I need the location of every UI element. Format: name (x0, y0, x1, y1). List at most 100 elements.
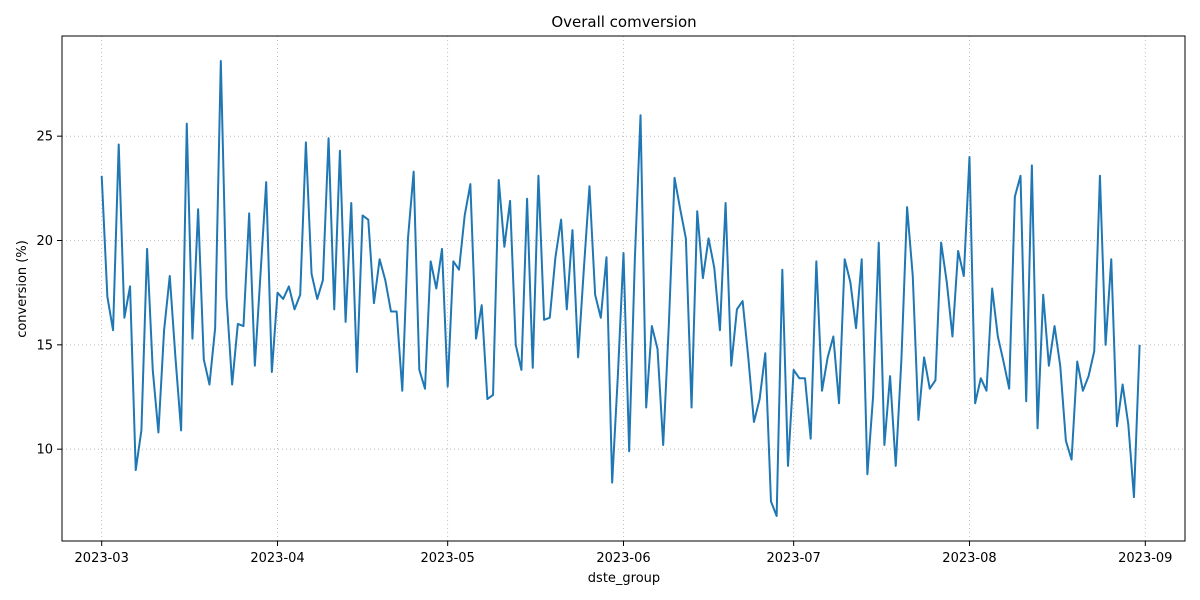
data-point (532, 367, 534, 369)
data-point (827, 356, 829, 358)
x-axis-ticks: 2023-03 2023-04 2023-05 2023-06 2023-07 2023-… (75, 541, 1172, 566)
data-point (571, 229, 573, 231)
data-point (600, 317, 602, 319)
data-point (940, 242, 942, 244)
data-point (333, 308, 335, 310)
data-point (895, 465, 897, 467)
data-point (123, 317, 125, 319)
data-point (311, 273, 313, 275)
data-point (322, 279, 324, 281)
data-point (787, 465, 789, 467)
data-point (917, 419, 919, 421)
data-point (339, 150, 341, 152)
data-point (475, 338, 477, 340)
data-point (362, 214, 364, 216)
plot-area (100, 60, 1141, 517)
data-point (1076, 361, 1078, 363)
data-point (1037, 427, 1039, 429)
x-axis-label: dste_group (588, 571, 660, 586)
data-point (657, 348, 659, 350)
data-point (129, 285, 131, 287)
y-axis-ticks: 10 15 20 25 (36, 130, 62, 458)
data-point (1014, 196, 1016, 198)
data-point (118, 144, 120, 146)
data-point (441, 248, 443, 250)
data-point (214, 327, 216, 329)
x-tick-label: 2023-03 (75, 551, 129, 566)
data-point (509, 200, 511, 202)
x-tick-label: 2023-08 (942, 551, 996, 566)
data-point (725, 202, 727, 204)
x-tick-label: 2023-06 (596, 551, 650, 566)
data-point (549, 317, 551, 319)
data-point (101, 175, 103, 177)
data-point (764, 352, 766, 354)
data-point (929, 388, 931, 390)
data-point (316, 298, 318, 300)
data-point (583, 269, 585, 271)
data-point (713, 267, 715, 269)
data-point (691, 406, 693, 408)
data-point (1054, 325, 1056, 327)
data-point (781, 269, 783, 271)
data-point (861, 258, 863, 260)
data-point (815, 260, 817, 262)
data-point (401, 390, 403, 392)
data-point (492, 394, 494, 396)
data-point (696, 210, 698, 212)
data-point (390, 310, 392, 312)
data-point (912, 275, 914, 277)
data-point (379, 258, 381, 260)
data-point (407, 237, 409, 239)
data-point (889, 375, 891, 377)
data-point (810, 438, 812, 440)
data-point (554, 256, 556, 258)
data-point (299, 294, 301, 296)
data-point (1042, 294, 1044, 296)
data-point (900, 358, 902, 360)
data-point (640, 114, 642, 116)
data-point (770, 500, 772, 502)
y-axis-label: conversion (%) (15, 240, 30, 338)
data-point (1082, 390, 1084, 392)
data-point (855, 327, 857, 329)
data-point (623, 252, 625, 254)
data-point (282, 298, 284, 300)
data-point (458, 269, 460, 271)
data-point (736, 308, 738, 310)
data-point (747, 356, 749, 358)
data-point (668, 323, 670, 325)
data-point (435, 288, 437, 290)
data-point (963, 275, 965, 277)
data-point (350, 202, 352, 204)
data-point (1048, 365, 1050, 367)
data-point (481, 304, 483, 306)
data-point (651, 325, 653, 327)
data-point (260, 273, 262, 275)
data-point (674, 177, 676, 179)
data-point (588, 185, 590, 187)
data-point (1116, 425, 1118, 427)
data-point (140, 429, 142, 431)
data-point (288, 285, 290, 287)
x-tick-label: 2023-09 (1118, 551, 1172, 566)
data-point (277, 292, 279, 294)
data-point (685, 237, 687, 239)
data-point (135, 469, 137, 471)
data-point (634, 258, 636, 260)
data-point (1139, 344, 1141, 346)
data-point (1099, 175, 1101, 177)
data-point (1110, 258, 1112, 260)
data-point (1025, 400, 1027, 402)
data-point (1088, 375, 1090, 377)
data-point (923, 356, 925, 358)
data-point (486, 398, 488, 400)
data-point (452, 260, 454, 262)
data-point (169, 275, 171, 277)
data-point (254, 365, 256, 367)
data-point (844, 258, 846, 260)
data-point (208, 383, 210, 385)
x-tick-label: 2023-05 (421, 551, 475, 566)
data-point (186, 123, 188, 125)
